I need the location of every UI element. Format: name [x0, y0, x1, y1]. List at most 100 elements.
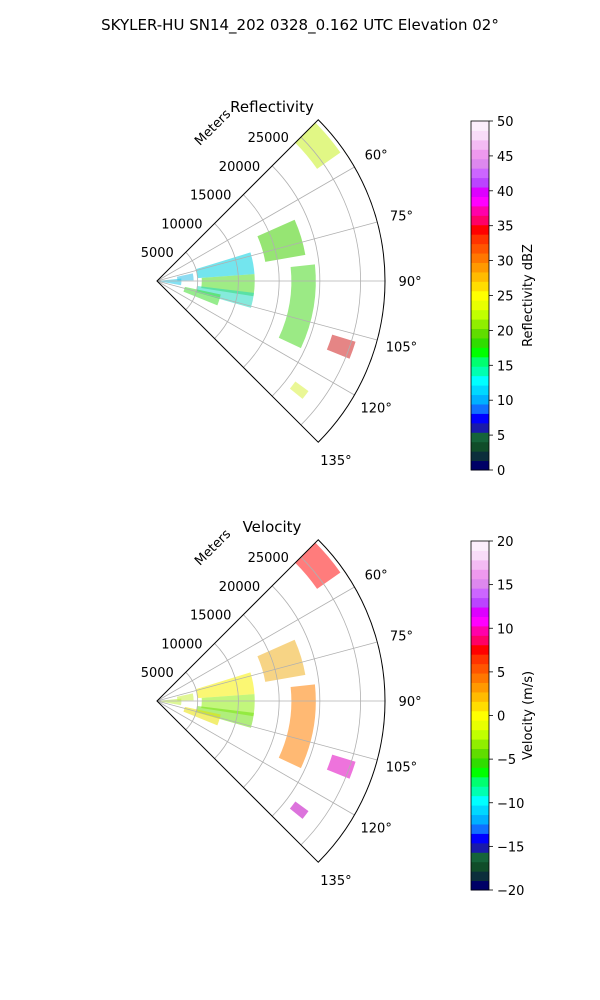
colorbar-swatch	[471, 375, 489, 386]
colorbar-swatch	[471, 701, 489, 712]
colorbar-swatch	[471, 739, 489, 750]
echo-band	[278, 684, 316, 769]
colorbar-swatch	[471, 139, 489, 150]
colorbar-swatch	[471, 413, 489, 424]
colorbar-swatch	[471, 451, 489, 462]
colorbar-swatch	[471, 158, 489, 169]
radial-axis-label: Meters	[192, 527, 234, 569]
colorbar-swatch	[471, 271, 489, 282]
colorbar-tick-label: −5	[497, 753, 516, 768]
colorbar-tick-label: 50	[497, 115, 514, 130]
radial-tick-label: 20000	[219, 580, 260, 595]
colorbar-swatch	[471, 541, 489, 551]
colorbar-swatch	[471, 168, 489, 179]
colorbar-swatch	[471, 673, 489, 683]
echo-band	[326, 334, 356, 359]
grid-spoke	[156, 221, 378, 282]
azimuth-tick-label: 90°	[399, 275, 422, 290]
azimuth-tick-label: 135°	[320, 874, 351, 889]
colorbar-swatch	[471, 149, 489, 160]
colorbar-swatch	[471, 234, 489, 245]
colorbar-swatch	[471, 177, 489, 188]
echo-band	[196, 705, 254, 728]
colorbar-swatch	[471, 776, 489, 787]
colorbar-swatch	[471, 187, 489, 197]
colorbar-swatch	[471, 224, 489, 235]
colorbar-swatch	[471, 550, 489, 561]
echo-band	[195, 252, 255, 279]
azimuth-tick-label: 105°	[386, 341, 417, 356]
colorbar-swatch	[471, 767, 489, 778]
colorbar-swatch	[471, 842, 489, 853]
colorbar-swatch	[471, 319, 489, 330]
colorbar-tick-label: 0	[497, 464, 505, 479]
colorbar-swatch	[471, 262, 489, 273]
colorbar-swatch	[471, 337, 489, 348]
colorbar-swatch	[471, 748, 489, 759]
grid-spoke	[156, 700, 355, 816]
echo-band	[257, 639, 306, 682]
colorbar-swatch	[471, 795, 489, 806]
colorbar-tick-label: 40	[497, 185, 514, 200]
colorbar-swatch	[471, 441, 489, 452]
colorbar-tick-label: 5	[497, 666, 505, 681]
colorbar-tick-label: 5	[497, 429, 505, 444]
colorbar-tick-label: 0	[497, 710, 505, 725]
colorbar-tick-label: −20	[497, 884, 524, 899]
radial-tick-label: 25000	[248, 551, 289, 566]
colorbar-tick-label: 30	[497, 255, 514, 270]
echo-band	[157, 278, 182, 286]
colorbar-swatch	[471, 805, 489, 816]
colorbar-swatch	[471, 786, 489, 797]
colorbar-swatch	[471, 243, 489, 254]
colorbar-label: Reflectivity dBZ	[521, 244, 536, 347]
colorbar-swatch	[471, 616, 489, 627]
colorbar-swatch	[471, 814, 489, 825]
colorbar-swatch	[471, 720, 489, 731]
colorbar-swatch	[471, 196, 489, 207]
grid-spoke	[156, 641, 378, 702]
colorbar-swatch	[471, 569, 489, 580]
echo-band	[201, 694, 255, 717]
colorbar-swatch	[471, 757, 489, 768]
echo-band	[257, 219, 306, 262]
reflectivity-panel: Reflectivity60°75°90°105°120°135°5000100…	[141, 98, 536, 479]
colorbar-tick-label: 20	[497, 324, 514, 339]
colorbar-swatch	[471, 281, 489, 292]
colorbar-swatch	[471, 215, 489, 226]
colorbar-tick-label: 45	[497, 150, 514, 165]
colorbar-tick-label: 35	[497, 220, 514, 235]
colorbar-swatch	[471, 309, 489, 320]
panel-title: Velocity	[243, 518, 302, 536]
echo-band	[289, 381, 309, 399]
colorbar-swatch	[471, 394, 489, 405]
colorbar-swatch	[471, 205, 489, 216]
radial-axis-label: Meters	[192, 107, 234, 149]
echo-band	[196, 285, 254, 308]
colorbar-swatch	[471, 691, 489, 702]
radial-tick-label: 10000	[161, 637, 202, 652]
echo-band	[278, 264, 316, 349]
colorbar-swatch	[471, 880, 489, 891]
colorbar-swatch	[471, 871, 489, 882]
colorbar-tick-label: −15	[497, 840, 524, 855]
echo-band	[295, 122, 341, 169]
colorbar-swatch	[471, 422, 489, 433]
colorbar-swatch	[471, 644, 489, 655]
panel-title: Reflectivity	[230, 98, 314, 116]
echo-band	[157, 698, 182, 706]
radial-tick-label: 20000	[219, 160, 260, 175]
azimuth-tick-label: 75°	[390, 629, 413, 644]
colorbar-label: Velocity (m/s)	[521, 671, 536, 760]
colorbar-swatch	[471, 852, 489, 863]
colorbar-swatch	[471, 635, 489, 646]
colorbar-swatch	[471, 823, 489, 834]
grid-spoke	[156, 166, 355, 282]
azimuth-tick-label: 120°	[361, 822, 392, 837]
echo-band	[326, 754, 356, 779]
azimuth-tick-label: 75°	[390, 209, 413, 224]
grid-spoke	[156, 586, 355, 702]
colorbar-swatch	[471, 121, 489, 131]
echo-band	[201, 274, 255, 297]
